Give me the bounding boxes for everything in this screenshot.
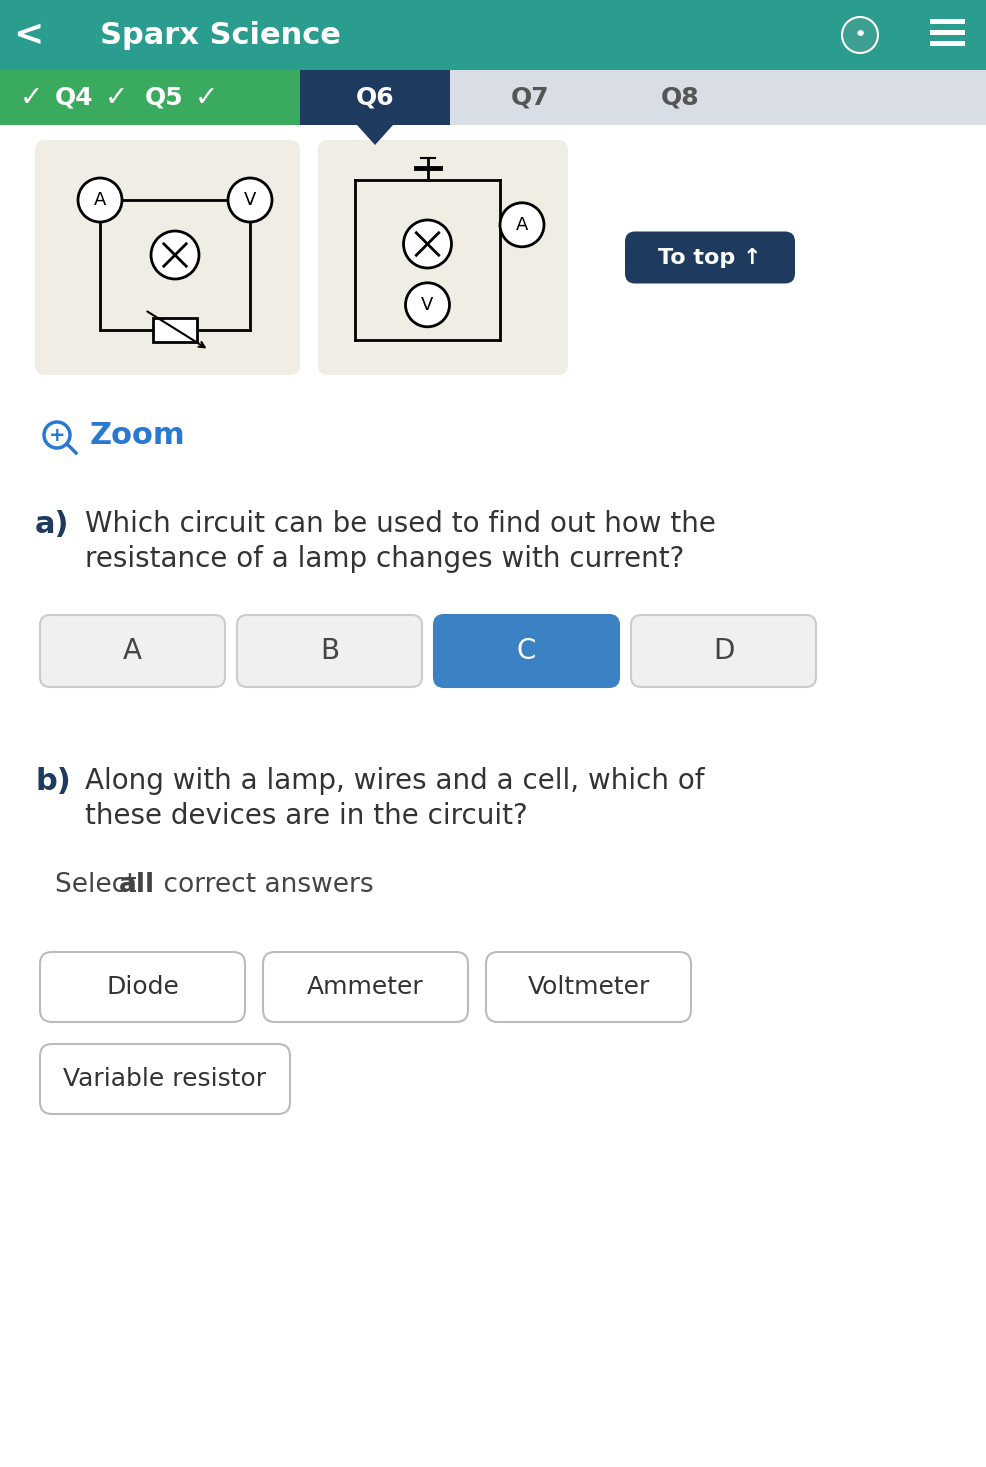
Text: Q7: Q7 [510,85,549,110]
FancyBboxPatch shape [434,615,618,687]
Polygon shape [357,125,392,145]
Text: ✓: ✓ [105,84,128,111]
Text: To top ↑: To top ↑ [658,248,761,267]
Text: these devices are in the circuit?: these devices are in the circuit? [85,802,528,830]
Text: D: D [712,637,734,665]
FancyBboxPatch shape [35,139,300,376]
Bar [450,70,986,125]
FancyBboxPatch shape [40,1045,290,1113]
Text: •: • [853,25,866,45]
Circle shape [500,202,543,246]
Text: Which circuit can be used to find out how the: Which circuit can be used to find out ho… [85,511,715,538]
Text: Q4: Q4 [55,85,94,110]
Text: Select: Select [55,871,145,898]
Bar [929,19,964,23]
Text: +: + [48,425,65,445]
Circle shape [78,178,122,222]
Circle shape [44,422,70,447]
Text: correct answers: correct answers [155,871,374,898]
Text: Sparx Science: Sparx Science [100,21,340,50]
Text: all: all [119,871,155,898]
FancyBboxPatch shape [485,952,690,1022]
Text: Q5: Q5 [145,85,183,110]
FancyBboxPatch shape [630,615,815,687]
Bar [929,29,964,35]
Text: resistance of a lamp changes with current?: resistance of a lamp changes with curren… [85,546,683,574]
Text: ✓: ✓ [20,84,43,111]
Bar [0,70,300,125]
FancyBboxPatch shape [237,615,422,687]
Text: A: A [123,637,142,665]
FancyBboxPatch shape [262,952,467,1022]
Text: Q8: Q8 [660,85,699,110]
Text: Q6: Q6 [355,85,394,110]
Text: A: A [94,191,106,208]
Text: Voltmeter: Voltmeter [527,976,649,999]
FancyBboxPatch shape [40,615,225,687]
Text: <: < [13,18,43,51]
Bar [929,41,964,45]
FancyBboxPatch shape [624,232,794,283]
Bar [153,318,197,342]
Text: Ammeter: Ammeter [307,976,423,999]
Circle shape [405,283,449,327]
Text: Diode: Diode [106,976,178,999]
Circle shape [403,220,451,268]
Text: a): a) [35,511,69,538]
Text: A: A [516,216,528,233]
Text: ✓: ✓ [195,84,218,111]
Circle shape [228,178,272,222]
Circle shape [151,230,199,279]
Text: Variable resistor: Variable resistor [63,1067,266,1091]
Text: C: C [517,637,535,665]
Text: V: V [244,191,256,208]
FancyBboxPatch shape [317,139,567,376]
Text: B: B [319,637,339,665]
Circle shape [841,18,878,53]
Text: Along with a lamp, wires and a cell, which of: Along with a lamp, wires and a cell, whi… [85,767,704,795]
Bar [300,70,450,125]
Bar [0,0,986,70]
Text: V: V [421,296,433,314]
FancyBboxPatch shape [40,952,245,1022]
Text: Zoom: Zoom [90,421,185,449]
Text: b): b) [35,767,71,797]
